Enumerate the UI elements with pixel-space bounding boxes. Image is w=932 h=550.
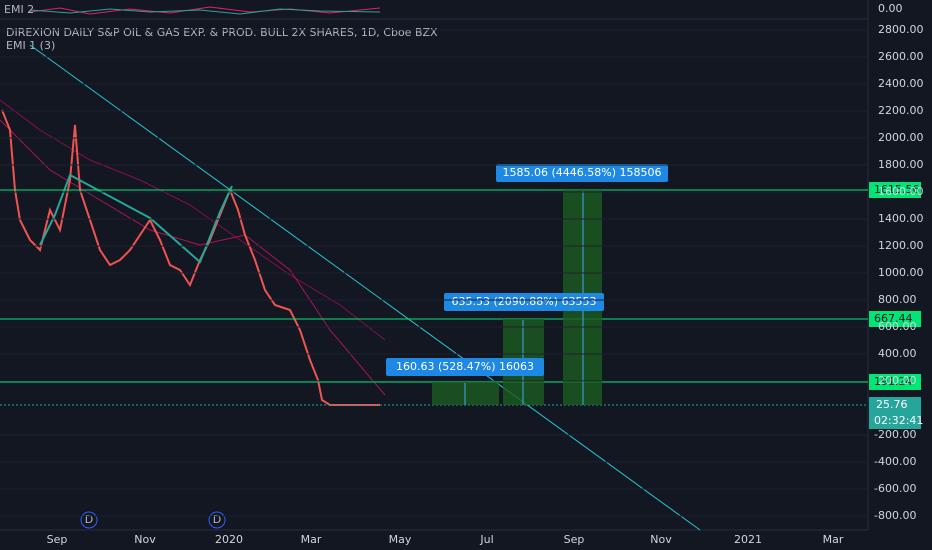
measure-label: 635.53 (2090.88%) 63553	[452, 295, 597, 308]
indicator-line	[29, 8, 381, 15]
price-label: 400.00	[878, 347, 917, 360]
price-line	[39, 173, 233, 264]
chart-title: DIREXION DAILY S&P OIL & GAS EXP. & PROD…	[6, 26, 438, 39]
level-box	[869, 397, 921, 413]
marker-label: D	[213, 513, 221, 526]
price-label: 200.00	[878, 374, 917, 387]
price-label: 600.00	[878, 320, 917, 333]
ema-line	[0, 119, 386, 396]
price-line	[1, 109, 380, 406]
price-label: -800.00	[874, 509, 916, 522]
price-label: 2800.00	[878, 23, 924, 36]
price-label: 2400.00	[878, 77, 924, 90]
time-label: Nov	[134, 533, 156, 546]
time-label: 2021	[734, 533, 762, 546]
time-label: Sep	[564, 533, 585, 546]
indicator-label: EMI 2	[4, 3, 34, 16]
level-box	[869, 374, 921, 390]
time-label: Nov	[650, 533, 672, 546]
price-label: 800.00	[878, 293, 917, 306]
measure-label: 1585.06 (4446.58%) 158506	[503, 166, 662, 179]
price-label: 2600.00	[878, 50, 924, 63]
price-label: 0.00	[878, 2, 903, 15]
dividend-marker	[80, 511, 98, 529]
level-box	[869, 182, 921, 198]
ema-line	[0, 99, 386, 341]
time-label: Mar	[823, 533, 844, 546]
price-label: 1600.00	[878, 185, 924, 198]
price-label: 1800.00	[878, 158, 924, 171]
countdown-box	[869, 413, 921, 429]
level-label: 191.24	[874, 375, 913, 388]
time-label: May	[389, 533, 412, 546]
time-label: Jul	[479, 533, 493, 546]
time-label: 2020	[215, 533, 243, 546]
price-label: 1200.00	[878, 239, 924, 252]
measure-label: 160.63 (528.47%) 16063	[396, 360, 534, 373]
level-label: 1615.56	[874, 183, 920, 196]
price-label: 1000.00	[878, 266, 924, 279]
level-box	[869, 311, 921, 327]
dividend-marker	[208, 511, 226, 529]
level-label: 667.44	[874, 312, 913, 325]
price-label: -400.00	[874, 455, 916, 468]
trend-line	[29, 44, 701, 531]
price-label: -200.00	[874, 428, 916, 441]
time-label: Mar	[301, 533, 322, 546]
marker-label: D	[85, 513, 93, 526]
price-label: -600.00	[874, 482, 916, 495]
measure-label-box	[386, 358, 544, 376]
measure-label-box	[496, 164, 668, 182]
level-label: 25.76	[876, 398, 908, 411]
price-label: 2000.00	[878, 131, 924, 144]
countdown: 02:32:41	[874, 414, 923, 427]
measure-label-box	[444, 293, 604, 311]
price-label: 2200.00	[878, 104, 924, 117]
time-label: Sep	[47, 533, 68, 546]
price-label: 1400.00	[878, 212, 924, 225]
